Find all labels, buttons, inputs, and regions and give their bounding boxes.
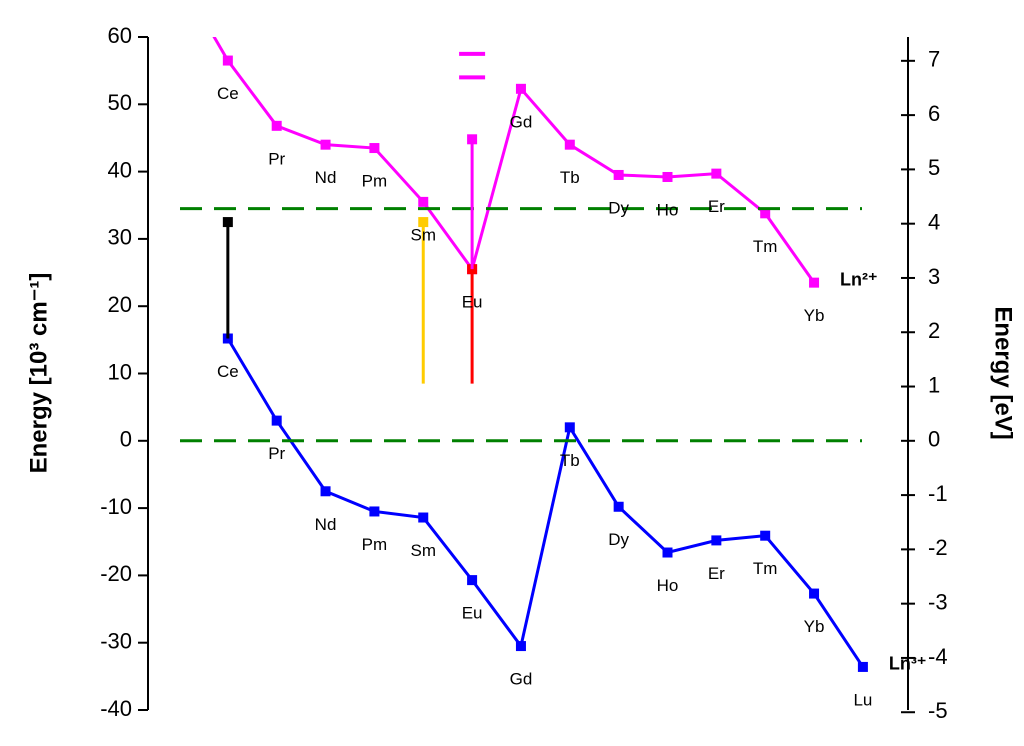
point	[662, 547, 673, 558]
series-line	[212, 37, 816, 284]
category-label: Pm	[362, 535, 388, 554]
point	[418, 196, 429, 207]
point	[564, 422, 575, 433]
y2-tick-label: -5	[928, 698, 948, 723]
category-label: Lu	[853, 690, 872, 709]
category-label: Tm	[753, 237, 778, 256]
y2-axis-title: Energy [eV]	[990, 306, 1017, 439]
category-label: Dy	[608, 198, 629, 217]
point	[271, 415, 282, 426]
category-label: Pr	[268, 149, 285, 168]
y-tick-label: 30	[108, 225, 132, 250]
category-label: Er	[708, 197, 725, 216]
point	[809, 277, 820, 288]
point	[760, 208, 771, 219]
point	[515, 83, 526, 94]
category-label: Er	[708, 564, 725, 583]
y-tick-label: 40	[108, 157, 132, 182]
y2-tick-label: 5	[928, 155, 940, 180]
point	[613, 169, 624, 180]
category-label: Ho	[657, 576, 679, 595]
point	[271, 120, 282, 131]
point	[222, 55, 233, 66]
y2-tick-label: 1	[928, 372, 940, 397]
point	[613, 501, 624, 512]
point	[369, 506, 380, 517]
category-label: Ho	[657, 200, 679, 219]
point	[320, 139, 331, 150]
y2-tick-label: -3	[928, 589, 948, 614]
series-line	[226, 337, 865, 668]
y2-tick-label: -2	[928, 535, 948, 560]
category-label: Ce	[217, 362, 239, 381]
y-tick-label: -40	[100, 696, 132, 721]
category-label: Tb	[560, 451, 580, 470]
category-label: Yb	[804, 306, 825, 325]
point	[760, 530, 771, 541]
point	[711, 535, 722, 546]
category-label: Sm	[411, 541, 437, 560]
category-label: Gd	[510, 112, 533, 131]
range-marker	[467, 134, 478, 145]
y-tick-label: -20	[100, 561, 132, 586]
y2-tick-label: 2	[928, 318, 940, 343]
category-label: Tm	[753, 559, 778, 578]
category-label: Yb	[804, 617, 825, 636]
series-name: Ln³⁺	[889, 654, 927, 674]
category-label: Pr	[268, 444, 285, 463]
range-marker	[418, 217, 429, 228]
series-name: Ln²⁺	[840, 269, 878, 289]
category-label: Nd	[315, 168, 337, 187]
point	[418, 512, 429, 523]
category-label: Dy	[608, 530, 629, 549]
point	[662, 171, 673, 182]
point	[564, 139, 575, 150]
point	[320, 486, 331, 497]
y2-tick-label: -4	[928, 644, 948, 669]
plot-area	[212, 37, 868, 672]
y2-tick-label: 3	[928, 264, 940, 289]
point	[467, 575, 478, 586]
category-label: Tb	[560, 168, 580, 187]
category-label: Nd	[315, 515, 337, 534]
y-axis-title: Energy [10³ cm⁻¹]	[25, 273, 52, 474]
category-label: Ce	[217, 84, 239, 103]
category-label: Gd	[510, 670, 533, 689]
category-label: Pm	[362, 172, 388, 191]
point	[809, 588, 820, 599]
y2-tick-label: 4	[928, 209, 940, 234]
y2-tick-label: 7	[928, 47, 940, 72]
point	[857, 661, 868, 672]
y-tick-label: -30	[100, 629, 132, 654]
point	[369, 143, 380, 154]
category-label: Eu	[462, 293, 483, 312]
y-tick-label: 0	[120, 427, 132, 452]
y2-tick-label: -1	[928, 481, 948, 506]
y2-tick-label: 0	[928, 427, 940, 452]
point	[711, 168, 722, 179]
y-tick-label: 10	[108, 359, 132, 384]
category-label: Sm	[411, 225, 437, 244]
y-tick-label: -10	[100, 494, 132, 519]
range-marker	[222, 217, 233, 228]
point	[515, 641, 526, 652]
y-tick-label: 20	[108, 292, 132, 317]
y-tick-label: 50	[108, 90, 132, 115]
y-tick-label: 60	[108, 23, 132, 48]
y2-tick-label: 6	[928, 101, 940, 126]
category-label: Eu	[462, 604, 483, 623]
